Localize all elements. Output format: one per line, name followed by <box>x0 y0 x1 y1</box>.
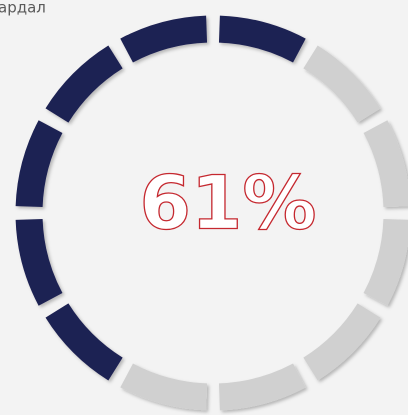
segment-ring <box>15 15 408 411</box>
ring-segment <box>218 15 306 63</box>
ring-segment <box>120 363 208 411</box>
ring-segment <box>45 303 123 381</box>
ring-segment <box>363 120 408 208</box>
ring-segment <box>363 218 408 306</box>
gauge-value: 61% <box>139 161 316 247</box>
header-label: ардал <box>0 0 46 17</box>
ring-segment <box>15 218 63 306</box>
ring-segment <box>120 15 208 63</box>
ring-segment <box>303 303 381 381</box>
ring-segment <box>303 45 381 123</box>
ring-segment <box>218 363 306 411</box>
ring-segment <box>45 45 123 123</box>
ring-segment <box>15 120 63 208</box>
